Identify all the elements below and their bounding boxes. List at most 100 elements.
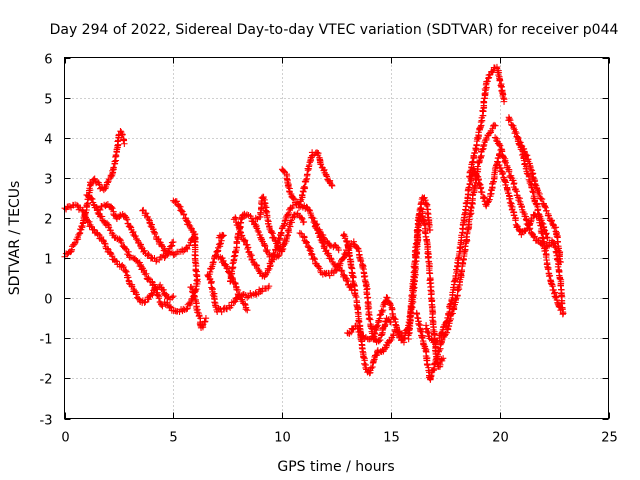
data-point [244,244,252,251]
data-point [190,228,197,236]
data-point [513,133,521,140]
data-point [243,294,251,301]
data-point [125,274,132,281]
data-point [121,245,129,252]
data-point [465,184,473,191]
data-point [280,168,288,175]
data-point [542,231,550,238]
data-point [525,176,533,183]
data-point [232,248,239,255]
data-point [360,354,367,361]
data-point [215,241,223,248]
data-point [555,303,563,310]
data-point [191,293,198,301]
data-point [158,253,166,261]
y-tick-label: 6 [44,53,52,68]
data-point [66,203,74,210]
data-point [151,230,159,238]
data-point [361,335,368,342]
data-point [428,372,435,379]
data-point [118,239,125,246]
data-point [298,214,305,221]
data-point [502,159,510,166]
data-point [315,263,322,270]
data-point [548,217,555,224]
data-point [517,139,524,146]
data-point [237,229,245,236]
data-point [207,265,214,273]
data-point [538,195,546,203]
data-point [390,330,397,338]
data-point [301,184,309,192]
data-point [359,264,366,271]
data-point [299,191,306,199]
y-axis-label: SDTVAR / TECUs [7,181,23,296]
data-point [261,243,269,250]
data-point [257,288,264,295]
data-point [361,360,368,367]
data-point [150,281,158,288]
data-point [158,242,165,250]
chart-title: Day 294 of 2022, Sidereal Day-to-day VTE… [50,22,619,38]
data-points [61,63,567,383]
data-point [459,225,466,232]
data-point [170,238,177,246]
data-point [500,98,508,105]
data-point [121,140,128,147]
y-tick-label: -2 [40,373,53,388]
data-point [123,268,130,275]
y-tick-label: 5 [44,93,52,108]
data-point [486,196,493,203]
data-point [142,210,150,217]
data-point [288,219,296,226]
data-point [420,341,428,349]
data-point [97,206,104,214]
data-point [253,261,260,269]
data-point [88,180,95,187]
data-point [141,247,148,254]
data-point [244,245,251,253]
data-point [155,294,163,302]
data-point [267,262,274,269]
data-point [337,260,344,267]
data-point [185,221,193,229]
y-tick-labels: -3 -2 -1 0 1 2 3 4 5 6 [40,53,53,429]
data-point [218,308,225,316]
data-point [209,291,217,299]
data-point [335,246,342,254]
y-tick-label: 4 [44,133,52,148]
data-point [531,233,538,240]
data-point [261,202,269,210]
data-point [300,218,308,226]
data-point [557,258,564,266]
data-point [506,115,513,123]
data-point [117,127,124,135]
data-point [417,327,424,335]
data-point [523,152,531,159]
data-point [96,181,103,188]
data-point [295,204,303,211]
data-point [355,318,363,326]
data-point [233,239,240,246]
data-point [192,259,199,266]
data-point [381,345,389,353]
data-point [103,201,110,209]
data-point [109,205,116,212]
data-point [514,223,521,230]
data-point [145,274,152,282]
data-point [527,166,534,173]
data-point [508,200,515,207]
data-point [537,195,545,202]
data-point [238,232,246,239]
data-point [340,232,347,239]
data-point [232,214,239,221]
data-point [276,235,283,242]
data-point [554,263,562,270]
data-point [230,253,238,260]
data-point [423,325,431,332]
data-point [263,248,270,255]
data-point [539,220,547,228]
data-point [107,227,114,234]
data-point [378,307,385,314]
data-point [373,323,380,330]
